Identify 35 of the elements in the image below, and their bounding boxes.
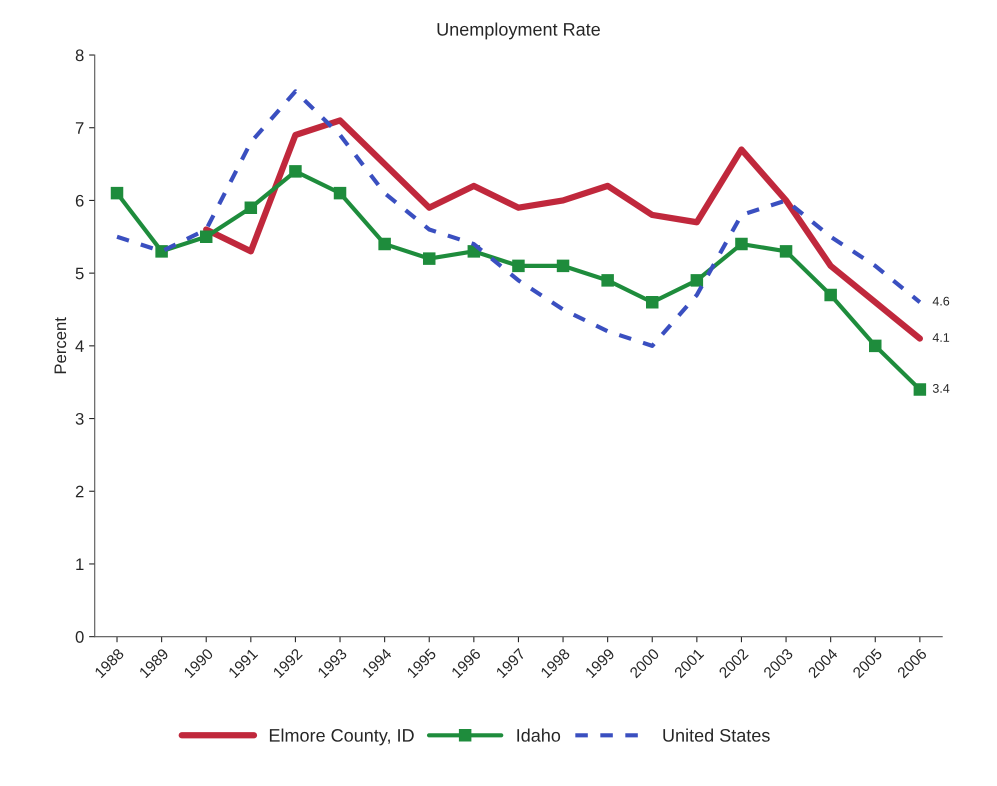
y-tick-label: 4 [75, 340, 84, 352]
point [690, 274, 704, 287]
point [334, 186, 346, 200]
y-tick-label: 1 [76, 558, 84, 570]
point [556, 260, 570, 272]
data-label: 4.1 [932, 333, 950, 342]
point [869, 340, 882, 352]
y-tick-label: 5 [76, 268, 84, 280]
point [289, 165, 302, 178]
y-tick-label: 6 [76, 194, 84, 207]
legend-label: United States [663, 728, 770, 742]
data-label: 4.6 [932, 296, 950, 306]
point [422, 252, 436, 265]
y-tick-label: 7 [76, 122, 84, 134]
point [646, 296, 658, 308]
y-tick-label: 8 [76, 49, 84, 62]
point [244, 201, 258, 214]
legend-label: Elmore County, ID [270, 728, 414, 746]
y-tick-label: 0 [76, 631, 84, 643]
point [780, 245, 792, 258]
y-tick-label: 3 [76, 412, 84, 425]
point [378, 238, 391, 250]
point [110, 186, 124, 200]
point [601, 274, 614, 287]
legend-label: Idaho [517, 728, 560, 742]
y-axis-title: Percent [54, 317, 66, 374]
data-label: 3.4 [932, 384, 950, 393]
point [735, 238, 748, 250]
chart-title: Unemployment Rate [438, 22, 600, 40]
point [200, 230, 212, 244]
point [824, 288, 837, 302]
line-series [114, 89, 922, 348]
point [512, 260, 525, 272]
y-tick-label: 2 [76, 486, 84, 498]
point [914, 383, 926, 396]
